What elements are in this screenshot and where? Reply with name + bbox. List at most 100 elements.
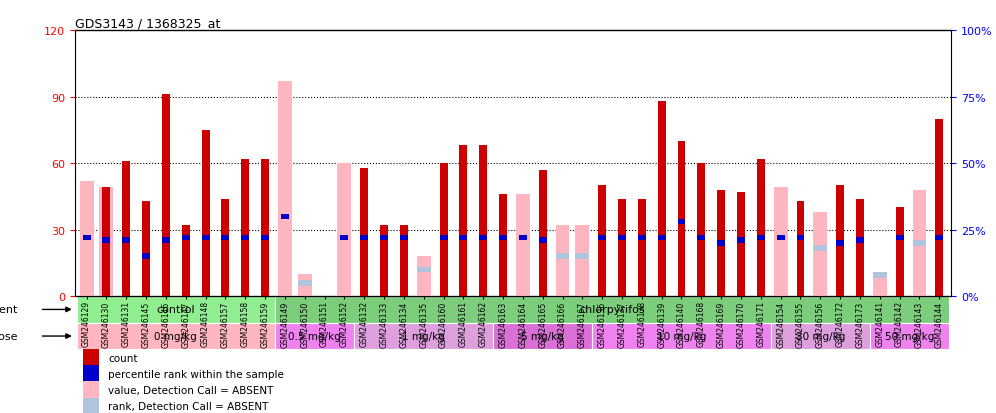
Text: 10 mg/kg: 10 mg/kg (656, 331, 706, 341)
Bar (361, 168, 369, 297)
Bar (637, 235, 645, 241)
Text: count: count (108, 353, 137, 363)
Text: 0.5 mg/kg: 0.5 mg/kg (288, 331, 341, 341)
Bar (935, 119, 943, 297)
Bar (459, 146, 467, 297)
Bar (142, 254, 150, 259)
Bar (400, 235, 407, 241)
Bar (717, 190, 725, 297)
Bar (516, 195, 530, 297)
Bar (519, 235, 527, 241)
Text: dose: dose (0, 331, 18, 341)
Bar (619, 199, 625, 297)
Bar (221, 199, 229, 297)
Bar (657, 235, 665, 241)
Bar (439, 235, 447, 241)
Bar (479, 235, 487, 241)
Text: GDS3143 / 1368325_at: GDS3143 / 1368325_at (75, 17, 220, 30)
Bar (814, 246, 828, 252)
Bar (275, 297, 949, 323)
Bar (737, 192, 745, 297)
Bar (281, 214, 289, 220)
Bar (416, 256, 430, 297)
Bar (221, 235, 229, 241)
Bar (83, 235, 91, 241)
Text: control: control (156, 305, 195, 315)
Bar (757, 159, 765, 297)
Bar (777, 235, 785, 241)
Bar (499, 235, 507, 241)
Bar (479, 146, 487, 297)
Bar (355, 323, 493, 349)
Bar (912, 240, 926, 246)
Text: value, Detection Call = ABSENT: value, Detection Call = ABSENT (108, 385, 273, 395)
Bar (100, 188, 114, 297)
Bar (499, 195, 507, 297)
Bar (439, 164, 447, 297)
Text: agent: agent (0, 305, 18, 315)
Bar (895, 235, 903, 241)
Bar (103, 238, 111, 243)
Bar (912, 190, 926, 297)
Text: rank, Detection Call = ABSENT: rank, Detection Call = ABSENT (108, 401, 268, 411)
Bar (556, 225, 570, 297)
Bar (459, 235, 467, 241)
Bar (717, 240, 725, 246)
Bar (599, 186, 607, 297)
Text: 5 mg/kg: 5 mg/kg (521, 331, 564, 341)
Bar (380, 235, 388, 241)
Text: 30 mg/kg: 30 mg/kg (796, 331, 845, 341)
Text: chlorpyrifos: chlorpyrifos (580, 305, 644, 315)
Bar (872, 273, 886, 278)
Bar (261, 235, 269, 241)
Bar (77, 323, 275, 349)
Bar (619, 235, 625, 241)
Bar (77, 297, 275, 323)
Bar (241, 235, 249, 241)
Bar (338, 164, 352, 297)
Bar (241, 159, 249, 297)
Bar (261, 159, 269, 297)
Bar (856, 238, 864, 243)
Bar (201, 235, 209, 241)
Bar (298, 274, 312, 297)
Bar (935, 235, 943, 241)
Text: 1 mg/kg: 1 mg/kg (402, 331, 445, 341)
Bar (162, 95, 170, 297)
Bar (637, 199, 645, 297)
Bar (84, 398, 100, 413)
Bar (416, 267, 430, 273)
Bar (697, 235, 705, 241)
Bar (539, 170, 547, 297)
Bar (80, 181, 94, 297)
Bar (341, 235, 349, 241)
Bar (771, 323, 870, 349)
Bar (814, 212, 828, 297)
Bar (599, 235, 607, 241)
Bar (142, 201, 150, 297)
Bar (182, 225, 189, 297)
Bar (123, 238, 130, 243)
Bar (298, 280, 312, 286)
Bar (84, 382, 100, 398)
Bar (576, 225, 590, 297)
Bar (123, 161, 130, 297)
Text: 50 mg/kg: 50 mg/kg (884, 331, 934, 341)
Bar (380, 225, 388, 297)
Bar (275, 323, 355, 349)
Bar (556, 254, 570, 259)
Bar (837, 240, 844, 246)
Bar (797, 201, 805, 297)
Bar (201, 131, 209, 297)
Bar (870, 323, 949, 349)
Bar (856, 199, 864, 297)
Bar (278, 82, 292, 297)
Bar (737, 238, 745, 243)
Text: percentile rank within the sample: percentile rank within the sample (108, 369, 284, 379)
Text: 0 mg/kg: 0 mg/kg (154, 331, 197, 341)
Bar (84, 349, 100, 366)
Bar (677, 219, 685, 225)
Bar (75, 297, 951, 323)
Bar (103, 188, 111, 297)
Bar (872, 274, 886, 297)
